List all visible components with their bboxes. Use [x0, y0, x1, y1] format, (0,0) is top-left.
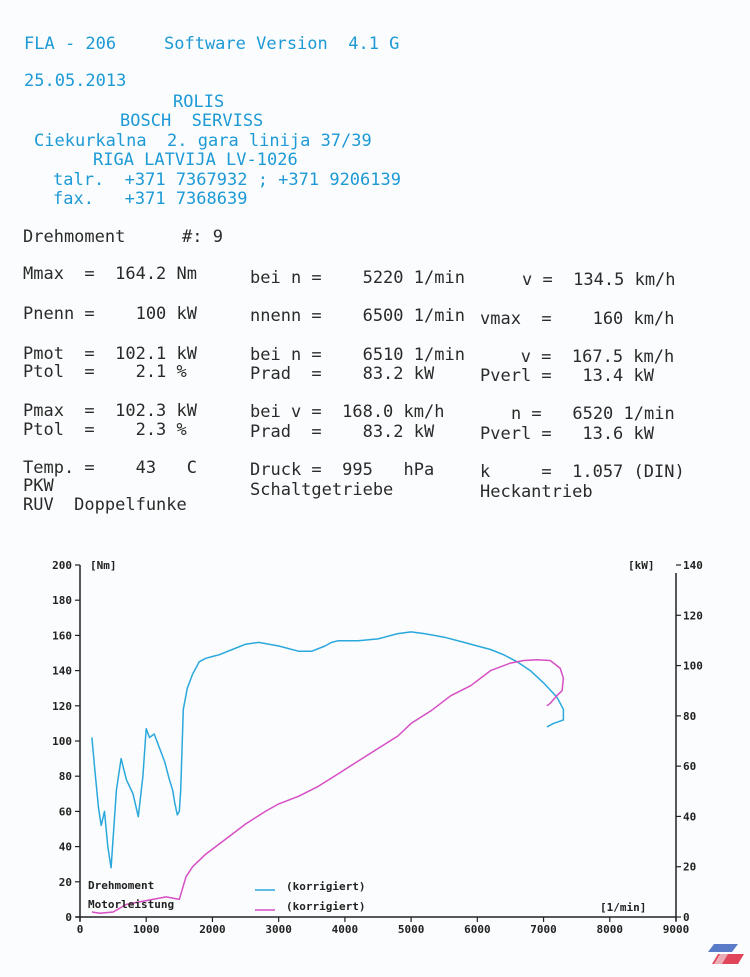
- x-tick-label: 8000: [597, 923, 624, 936]
- fax: fax. +371 7368639: [53, 189, 248, 209]
- report-cell: Druck = 995 hPa: [250, 460, 435, 480]
- phone: talr. +371 7367932 ; +371 9206139: [53, 170, 401, 190]
- report-cell: nnenn = 6500 1/min: [250, 306, 465, 326]
- y-right-tick-label: 140: [683, 559, 703, 572]
- y-left-tick-label: 0: [65, 911, 72, 924]
- y-right-tick-label: 40: [683, 810, 696, 823]
- y-right-tick-label: 0: [683, 911, 690, 924]
- y-left-tick-label: 60: [59, 805, 72, 818]
- city-address: RIGA LATVIJA LV-1026: [93, 150, 298, 170]
- legend-torque-note: (korrigiert): [286, 880, 365, 893]
- software-version: Software Version 4.1 G: [164, 34, 400, 54]
- date: 25.05.2013: [24, 71, 127, 91]
- report-cell: bei v = 168.0 km/h: [250, 402, 445, 422]
- run-number: #: 9: [182, 227, 223, 247]
- report-cell: Ptol = 2.1 %: [23, 362, 187, 382]
- report-cell: n = 6520 1/min: [470, 404, 675, 424]
- report-cell: v = 167.5 km/h: [490, 347, 675, 367]
- x-tick-label: 6000: [464, 923, 491, 936]
- brand-logo-icon: [708, 944, 744, 964]
- series-line-drehmoment: [91, 631, 565, 869]
- x-axis-unit: [1/min]: [600, 901, 646, 914]
- report-cell: vmax = 160 km/h: [480, 309, 675, 329]
- y-left-tick-label: 180: [52, 594, 72, 607]
- x-tick-label: 0: [77, 923, 84, 936]
- x-tick-label: 2000: [199, 923, 226, 936]
- report-cell: RUV Doppelfunke: [23, 495, 187, 515]
- x-tick-label: 9000: [663, 923, 690, 936]
- legend-power-label: Motorleistung: [88, 898, 174, 911]
- y-left-tick-label: 120: [52, 700, 72, 713]
- y-left-tick-label: 100: [52, 735, 72, 748]
- y-right-tick-label: 120: [683, 609, 703, 622]
- report-cell: Heckantrieb: [480, 482, 593, 502]
- report-cell: Temp. = 43 C: [23, 458, 197, 478]
- report-cell: k = 1.057 (DIN): [480, 462, 685, 482]
- report-cell: bei n = 6510 1/min: [250, 345, 465, 365]
- report-cell: Pverl = 13.6 kW: [480, 424, 654, 444]
- report-cell: bei n = 5220 1/min: [250, 268, 465, 288]
- customer-name: ROLIS: [173, 92, 225, 112]
- report-cell: PKW: [23, 476, 54, 496]
- dyno-chart: 0204060801001201401601802000204060801001…: [52, 559, 703, 936]
- report-cell: Prad = 83.2 kW: [250, 422, 435, 442]
- y-left-tick-label: 140: [52, 665, 72, 678]
- report-cell: Pmax = 102.3 kW: [23, 401, 197, 421]
- y-left-tick-label: 160: [52, 629, 72, 642]
- y-right-tick-label: 20: [683, 861, 696, 874]
- y-left-tick-label: 40: [59, 841, 72, 854]
- legend-power-note: (korrigiert): [286, 900, 365, 913]
- legend-torque-label: Drehmoment: [88, 879, 154, 892]
- report-cell: Prad = 83.2 kW: [250, 364, 435, 384]
- report-cell: Pnenn = 100 kW: [23, 304, 197, 324]
- y-left-tick-label: 80: [59, 770, 72, 783]
- report-cell: Ptol = 2.3 %: [23, 420, 187, 440]
- y-right-tick-label: 100: [683, 660, 703, 673]
- report-cell: Pverl = 13.4 kW: [480, 366, 654, 386]
- report-cell: Mmax = 164.2 Nm: [23, 264, 197, 284]
- right-axis-unit: [kW]: [628, 559, 655, 572]
- y-right-tick-label: 80: [683, 710, 696, 723]
- report-cell: Schaltgetriebe: [250, 480, 394, 500]
- x-tick-label: 4000: [332, 923, 359, 936]
- y-left-tick-label: 20: [59, 876, 72, 889]
- report-cell: Pmot = 102.1 kW: [23, 344, 197, 364]
- x-tick-label: 3000: [265, 923, 292, 936]
- left-axis-unit: [Nm]: [90, 559, 117, 572]
- x-tick-label: 7000: [530, 923, 557, 936]
- x-tick-label: 1000: [133, 923, 160, 936]
- company-name: BOSCH SERVISS: [120, 111, 264, 131]
- x-tick-label: 5000: [398, 923, 425, 936]
- street-address: Ciekurkalna 2. gara linija 37/39: [34, 131, 372, 151]
- y-left-tick-label: 200: [52, 559, 72, 572]
- report-title: Drehmoment: [23, 227, 126, 247]
- report-cell: v = 134.5 km/h: [522, 270, 676, 290]
- series-line-motorleistung: [91, 659, 565, 914]
- model-label: FLA - 206: [24, 34, 117, 54]
- y-right-tick-label: 60: [683, 760, 696, 773]
